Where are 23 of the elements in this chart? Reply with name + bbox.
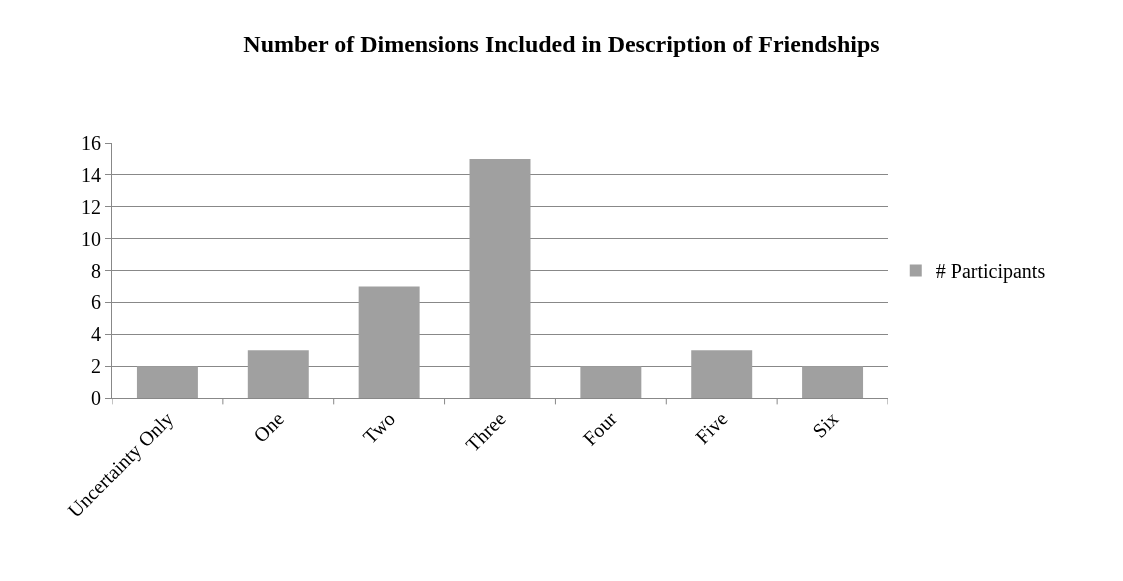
bar	[469, 158, 531, 398]
x-tick-label: Five	[690, 407, 732, 449]
y-tick-label: 0	[91, 387, 101, 409]
bar	[136, 366, 198, 398]
y-tick-label: 4	[91, 323, 101, 346]
y-tick-label: 14	[81, 163, 101, 186]
chart-title: Number of Dimensions Included in Description of Friendships	[243, 30, 880, 57]
x-tick-label: Four	[578, 407, 621, 450]
bar	[358, 286, 420, 398]
y-tick-label: 8	[91, 259, 101, 282]
x-tick-label: One	[249, 407, 289, 447]
legend-label: # Participants	[935, 260, 1046, 284]
x-tick-label: Two	[358, 407, 400, 448]
y-tick-label: 6	[91, 291, 101, 314]
bar	[247, 350, 309, 398]
bar	[580, 366, 642, 398]
y-tick-label: 2	[91, 355, 101, 378]
bar	[691, 350, 753, 398]
y-tick-label: 16	[81, 132, 101, 154]
bar	[802, 366, 864, 398]
x-tick-label: Six	[808, 407, 843, 442]
y-tick-label: 10	[81, 227, 101, 250]
y-tick-label: 12	[81, 195, 101, 218]
